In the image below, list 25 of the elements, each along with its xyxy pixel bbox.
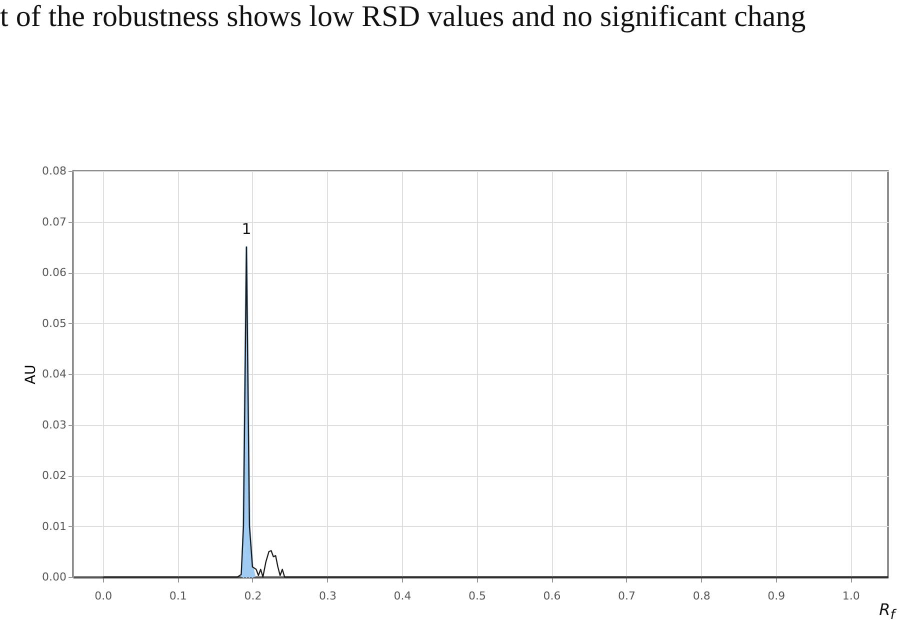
y-tick-label: 0.03 xyxy=(42,418,66,432)
y-tick-label: 0.07 xyxy=(42,215,66,228)
y-tick-label: 0.01 xyxy=(42,520,66,533)
x-tick-label: 0.3 xyxy=(318,590,336,602)
x-tick-label: 0.6 xyxy=(543,590,561,602)
x-tick-label: 1.0 xyxy=(842,590,860,602)
x-axis-title: R$_{f}$ xyxy=(879,600,895,624)
x-tick-label: 0.8 xyxy=(692,590,710,602)
y-tick-label: 0.00 xyxy=(42,570,66,584)
x-tick-label: 0.5 xyxy=(468,590,486,602)
y-tick-label: 0.02 xyxy=(42,469,66,482)
x-tick-label: 0.4 xyxy=(394,590,412,602)
x-tick-label: 0.7 xyxy=(618,590,636,602)
y-axis-title: AU xyxy=(23,364,40,384)
x-tick-label: 0.1 xyxy=(169,590,187,602)
x-tick-label: 0.0 xyxy=(94,590,112,602)
y-tick-label: 0.05 xyxy=(42,316,66,330)
x-tick-label: 0.9 xyxy=(768,590,786,602)
y-tick-label: 0.04 xyxy=(42,368,66,380)
y-tick-label: 0.08 xyxy=(42,164,66,178)
x-tick-label: 0.2 xyxy=(244,590,262,602)
annotation: 1 xyxy=(242,220,252,238)
line-series xyxy=(102,246,889,578)
y-tick-label: 0.06 xyxy=(42,266,66,279)
text: t of the robustness shows low RSD values and no significant chang xyxy=(0,0,806,34)
